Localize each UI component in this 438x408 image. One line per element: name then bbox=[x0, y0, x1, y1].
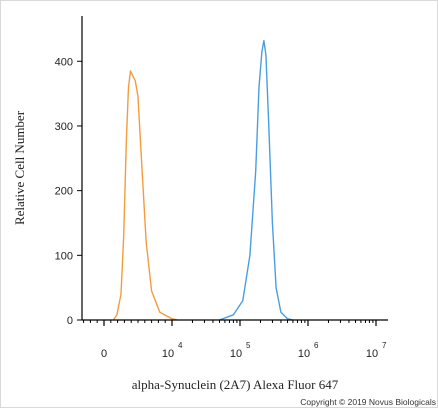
x-tick-exponent-3: 6 bbox=[314, 341, 319, 350]
x-tick-label-4: 10 bbox=[366, 348, 378, 360]
x-tick-exponent-1: 4 bbox=[178, 341, 183, 350]
series-layer bbox=[112, 39, 294, 321]
y-tick-label-200: 200 bbox=[55, 186, 73, 198]
x-tick-exponent-2: 5 bbox=[246, 341, 251, 350]
y-tick-label-100: 100 bbox=[55, 250, 73, 262]
x-tick-label-3: 10 bbox=[298, 348, 310, 360]
x-tick-label-1: 10 bbox=[162, 348, 174, 360]
x-tick-label-2: 10 bbox=[230, 348, 242, 360]
series-2-line bbox=[219, 39, 294, 321]
x-ticks: 0 10 4 10 5 10 6 10 7 bbox=[83, 320, 387, 360]
x-tick-exponent-4: 7 bbox=[382, 341, 387, 350]
y-axis-title: Relative Cell Number bbox=[12, 110, 27, 225]
y-tick-label-400: 400 bbox=[55, 56, 73, 68]
x-tick-label-0: 0 bbox=[101, 348, 107, 360]
y-tick-label-300: 300 bbox=[55, 121, 73, 133]
y-tick-label-0: 0 bbox=[67, 315, 73, 327]
series-1-line bbox=[112, 70, 178, 321]
copyright-notice: Copyright © 2019 Novus Biologicals bbox=[300, 397, 436, 407]
axes-layer bbox=[81, 16, 388, 321]
x-axis-title: alpha-Synuclein (2A7) Alexa Fluor 647 bbox=[132, 377, 339, 392]
y-ticks: 0 100 200 300 400 bbox=[55, 56, 82, 327]
